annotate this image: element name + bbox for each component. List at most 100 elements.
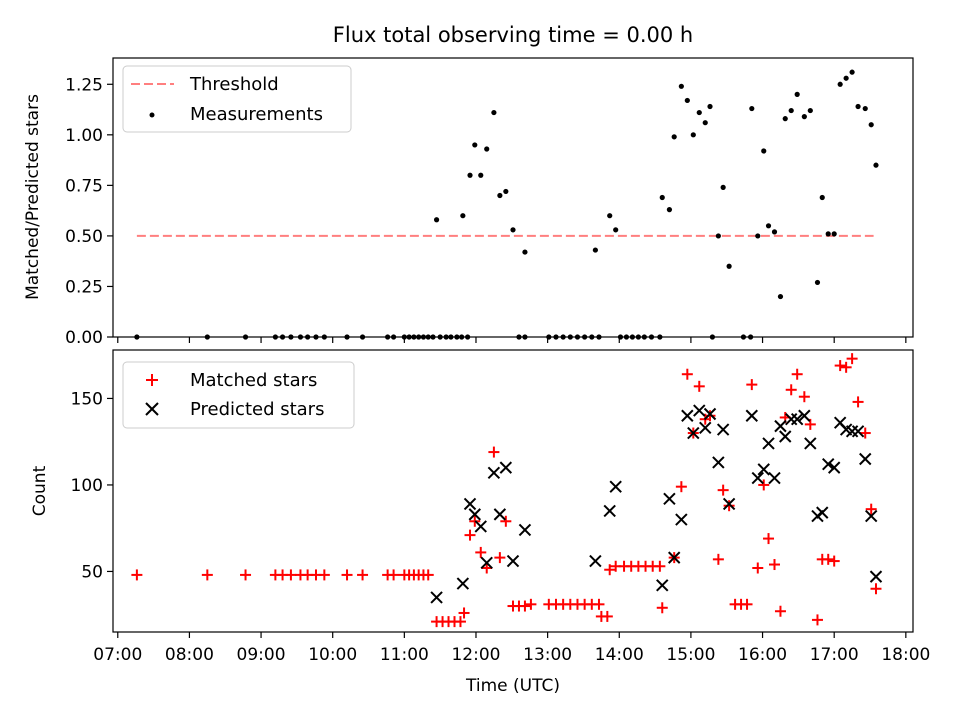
x-tick-label: 12:00 — [451, 645, 500, 665]
measurement-point — [690, 132, 696, 138]
legend-measurements-swatch — [149, 112, 155, 118]
predicted-star-point — [827, 461, 841, 474]
matched-star-point — [811, 614, 823, 626]
matched-star-point — [865, 503, 877, 515]
measurement-point — [801, 114, 807, 120]
top-y-tick-label: 0.25 — [65, 277, 103, 297]
measurement-point — [862, 105, 868, 112]
bottom-y-tick-label: 150 — [71, 389, 103, 409]
predicted-star-point — [716, 423, 730, 436]
matched-star-point — [318, 569, 330, 581]
measurement-point — [873, 162, 879, 168]
predicted-star-point — [768, 471, 781, 485]
predicted-star-point — [703, 407, 717, 421]
x-tick-label: 11:00 — [380, 645, 429, 665]
measurement-point — [696, 109, 702, 116]
predicted-star-point — [816, 506, 829, 519]
matched-star-point — [341, 569, 353, 581]
bottom-axes: 50 100 150 07:00 08:00 09:00 10:00 11:00 12:00 13… — [71, 389, 931, 665]
predicted-star-point — [712, 456, 725, 469]
measurement-point — [726, 263, 732, 269]
predicted-star-point — [751, 471, 764, 485]
top-y-tick-label: 0.75 — [65, 176, 103, 196]
legend-predicted-swatch — [145, 402, 159, 416]
matched-star-point — [758, 479, 770, 491]
predicted-star-point — [822, 457, 835, 471]
matched-star-point — [828, 555, 840, 567]
measurement-point — [849, 69, 855, 75]
measurement-point — [794, 91, 800, 97]
x-tick-label: 09:00 — [237, 645, 286, 665]
x-tick-label: 08:00 — [165, 645, 214, 665]
predicted-star-point — [589, 554, 602, 568]
measurement-point — [503, 188, 509, 195]
predicted-star-point — [456, 577, 470, 590]
measurement-point — [749, 105, 755, 112]
matched-star-point — [525, 598, 537, 610]
top-axes: 0.00 0.25 0.50 0.75 1.00 1.25 — [65, 75, 907, 348]
measurement-point — [715, 233, 721, 239]
measurement-point — [684, 97, 690, 104]
predicted-star-point — [699, 421, 712, 435]
measurement-point — [522, 249, 528, 255]
bottom-legend: Matched stars Predicted stars — [122, 361, 355, 429]
predicted-star-point — [656, 579, 669, 592]
matched-star-point — [454, 616, 466, 628]
matched-star-point — [388, 569, 400, 581]
matched-star-point — [723, 500, 735, 512]
measurement-point — [433, 217, 440, 223]
predicted-star-point — [663, 492, 676, 505]
measurement-point — [819, 194, 825, 201]
x-tick-label: 18:00 — [881, 645, 930, 665]
measurement-point — [755, 233, 761, 239]
predicted-star-point — [487, 466, 501, 480]
matched-star-point — [852, 396, 864, 408]
top-y-axis-label: Matched/Predicted stars — [23, 94, 43, 300]
matched-star-point — [654, 560, 666, 572]
matched-star-point — [840, 361, 852, 373]
predicted-star-point — [869, 570, 883, 583]
matched-star-point — [846, 353, 858, 365]
matched-star-point — [458, 607, 470, 619]
matched-star-point — [798, 391, 810, 403]
predicted-star-point — [609, 480, 622, 493]
measurement-point — [855, 103, 861, 110]
top-y-tick-label: 1.25 — [65, 75, 103, 95]
matched-star-point — [201, 569, 213, 581]
matched-star-point — [746, 379, 758, 391]
measurement-point — [671, 134, 677, 140]
matched-star-point — [675, 481, 687, 493]
predicted-star-point — [499, 461, 513, 474]
matched-star-point — [656, 602, 668, 614]
matched-star-point — [704, 410, 716, 422]
matched-star-point — [519, 600, 531, 612]
top-plot-marks — [134, 69, 879, 340]
measurement-point — [702, 120, 708, 126]
predicted-star-point — [506, 554, 520, 568]
measurement-point — [843, 75, 849, 81]
matched-star-point — [593, 598, 605, 610]
top-axes-frame — [112, 57, 914, 338]
x-tick-label: 14:00 — [595, 645, 644, 665]
predicted-star-point — [865, 509, 878, 523]
legend-matched-swatch — [146, 374, 158, 386]
bottom-axes-frame — [112, 349, 914, 633]
measurement-point — [777, 293, 784, 300]
measurement-point — [592, 247, 598, 253]
top-legend: Threshold Measurements — [122, 65, 352, 133]
x-tick-label: 13:00 — [523, 645, 572, 665]
matched-star-point — [488, 446, 500, 458]
measurement-point — [497, 192, 503, 199]
top-y-tick-label: 0.00 — [65, 328, 103, 348]
measurement-point — [771, 229, 778, 235]
matched-star-point — [791, 368, 803, 380]
predicted-star-point — [463, 497, 477, 511]
matched-star-point — [481, 562, 493, 574]
predicted-star-point — [430, 591, 443, 604]
matched-star-point — [774, 605, 786, 617]
legend-matched-label: Matched stars — [190, 370, 317, 391]
x-axis-label: Time (UTC) — [465, 676, 560, 696]
measurement-point — [484, 146, 490, 152]
measurement-point — [814, 279, 821, 286]
matched-star-point — [475, 546, 487, 558]
